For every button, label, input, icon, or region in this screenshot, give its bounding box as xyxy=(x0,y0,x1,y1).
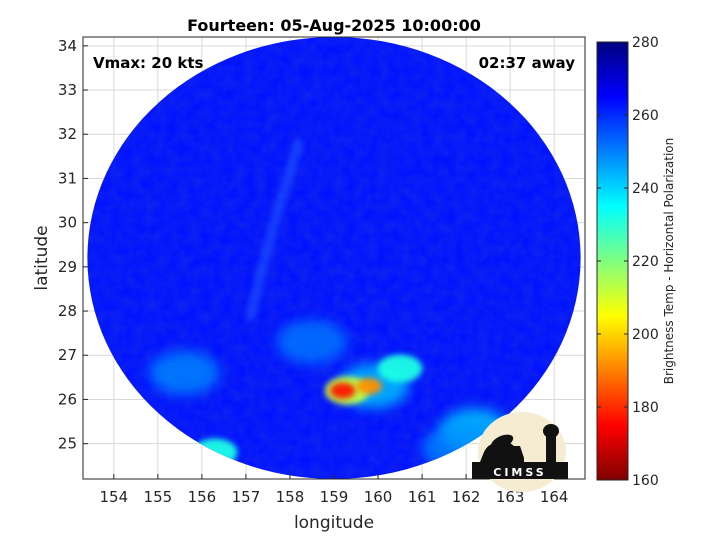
colorbar-tick-label: 240 xyxy=(632,181,659,197)
x-tick-label: 159 xyxy=(320,488,349,506)
chart-title: Fourteen: 05-Aug-2025 10:00:00 xyxy=(187,16,481,35)
y-tick-label: 27 xyxy=(58,346,77,364)
colorbar-tick-label: 260 xyxy=(632,108,659,124)
y-tick-label: 30 xyxy=(58,214,77,232)
colorbar-tick-label: 280 xyxy=(632,35,659,51)
y-tick-label: 28 xyxy=(58,302,77,320)
colorbar-tick-label: 180 xyxy=(632,400,659,416)
y-tick-label: 32 xyxy=(58,125,77,143)
y-tick-label: 33 xyxy=(58,81,77,99)
y-tick-label: 31 xyxy=(58,169,77,187)
x-axis-title: longitude xyxy=(294,513,374,533)
convection-feature xyxy=(149,350,220,395)
vmax-annotation: Vmax: 20 kts xyxy=(93,54,203,72)
colorbar-tick-label: 160 xyxy=(632,473,659,489)
time-away-annotation: 02:37 away xyxy=(479,54,576,72)
colorbar-title: Brightness Temp - Horizontal Polarizatio… xyxy=(662,138,676,385)
tower-tank-icon xyxy=(543,424,559,438)
microwave-swath xyxy=(87,37,581,479)
colorbar xyxy=(596,41,629,481)
y-axis-title: latitude xyxy=(32,225,52,290)
y-axis-ticks: 25 26 27 28 29 30 31 32 33 34 xyxy=(58,37,88,453)
x-tick-label: 162 xyxy=(452,488,481,506)
tower-icon xyxy=(546,436,556,462)
swath-texture xyxy=(87,37,581,479)
x-tick-label: 157 xyxy=(232,488,261,506)
convection-feature xyxy=(377,354,423,383)
swath-band xyxy=(245,138,305,322)
y-tick-label: 29 xyxy=(58,258,77,276)
x-tick-label: 155 xyxy=(144,488,173,506)
x-axis-ticks: 154 155 156 157 158 159 160 161 162 163 164 xyxy=(100,474,569,506)
x-tick-label: 161 xyxy=(408,488,437,506)
convection-feature xyxy=(276,319,348,364)
y-tick-label: 26 xyxy=(58,390,77,408)
colorbar-ticks: 160 180 200 220 240 260 280 xyxy=(597,35,659,489)
colorbar-tick-label: 200 xyxy=(632,327,659,343)
cimss-logo: CIMSS xyxy=(472,412,568,492)
colorbar-tick-label: 220 xyxy=(632,254,659,270)
logo-text: CIMSS xyxy=(493,466,546,479)
x-tick-label: 158 xyxy=(276,488,305,506)
convection-feature xyxy=(330,382,356,399)
x-tick-label: 156 xyxy=(188,488,217,506)
y-tick-label: 25 xyxy=(58,435,77,453)
logo-banner xyxy=(472,462,568,479)
x-tick-label: 163 xyxy=(496,488,525,506)
convection-feature xyxy=(356,378,383,395)
x-tick-label: 164 xyxy=(540,488,569,506)
x-tick-label: 160 xyxy=(364,488,393,506)
x-tick-label: 154 xyxy=(100,488,129,506)
dish-icon xyxy=(490,434,514,450)
y-tick-label: 34 xyxy=(58,37,77,55)
